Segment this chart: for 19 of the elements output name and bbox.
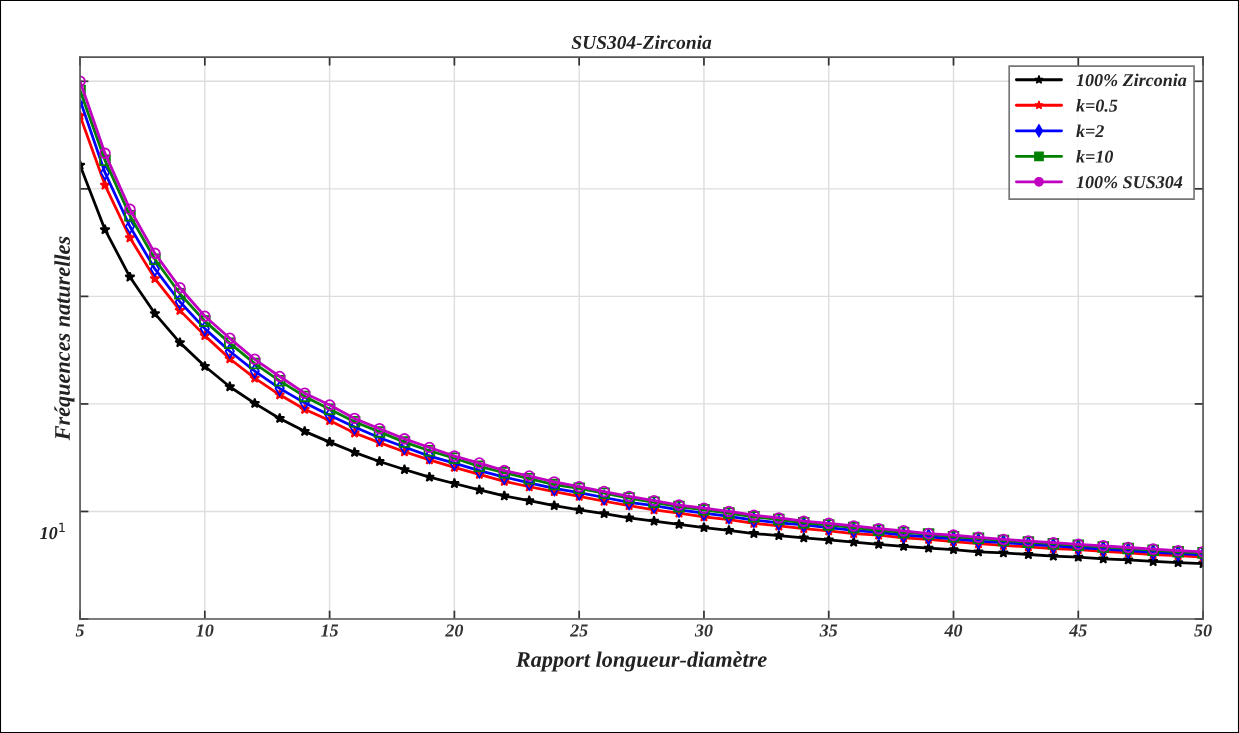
x-tick-label: 25 [569,624,588,637]
x-tick-label: 40 [944,624,963,637]
x-axis-title: Rapport longueur-diamètre [515,651,767,672]
legend-label: k=10 [1076,150,1114,163]
legend-label: k=0.5 [1076,99,1118,112]
legend-label: k=2 [1076,124,1104,138]
x-tick-label: 30 [694,624,713,637]
legend-label: 100% Zirconia [1076,73,1187,87]
x-tick-label: 35 [819,624,838,637]
x-tick-label: 15 [321,624,339,637]
text: 10$^{1}$ [40,522,65,540]
x-tick-label: 45 [1068,624,1087,637]
x-tick-label: 50 [1194,624,1212,637]
x-tick-label: 20 [445,624,464,637]
y-axis-title: Fréquences naturelles [54,236,75,441]
chart-title: SUS304-Zirconia [571,35,712,50]
legend-label: 100% SUS304 [1076,176,1183,189]
x-tick-label: 5 [75,624,85,637]
x-tick-label: 10 [196,624,214,637]
